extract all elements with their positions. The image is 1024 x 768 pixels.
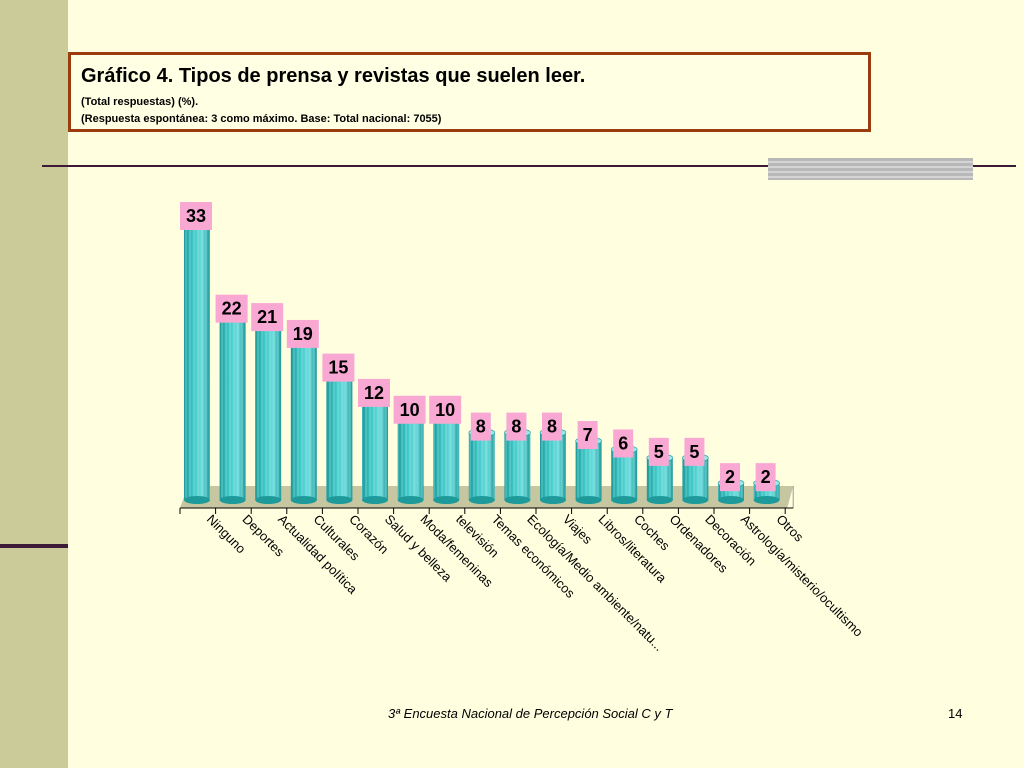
data-label: 12 <box>364 383 384 403</box>
data-label-box <box>577 421 598 450</box>
bar-base <box>326 496 353 504</box>
data-label-box <box>393 395 426 424</box>
data-label: 10 <box>400 400 420 420</box>
bar-base <box>255 496 282 504</box>
bar-stripes <box>326 373 353 500</box>
bar-base <box>611 496 638 504</box>
category-label: Otros <box>773 512 806 545</box>
footer-source: 3ª Encuesta Nacional de Percepción Socia… <box>388 706 673 721</box>
bar-stripes <box>611 449 638 500</box>
data-label-box <box>755 463 776 492</box>
side-decoration-bar <box>0 0 68 768</box>
bar-base <box>718 496 744 504</box>
bar-stripes <box>255 323 282 500</box>
data-label-box <box>286 319 319 348</box>
data-label: 8 <box>547 417 557 437</box>
data-label: 8 <box>476 417 486 437</box>
data-label: 21 <box>257 307 277 327</box>
data-label: 2 <box>725 467 735 487</box>
data-label: 2 <box>761 467 771 487</box>
data-label-box <box>720 463 740 492</box>
chart-subtitle-2: (Respuesta espontánea: 3 como máximo. Ba… <box>81 113 442 125</box>
data-label: 19 <box>293 324 313 344</box>
data-label-box <box>542 412 562 441</box>
data-label-box <box>358 378 390 407</box>
bar-base <box>540 496 566 504</box>
bar-base <box>575 496 602 504</box>
data-label: 15 <box>328 358 348 378</box>
data-label-box <box>470 412 491 441</box>
bar-stripes <box>433 415 460 500</box>
data-label: 5 <box>654 442 664 462</box>
bar-stripes <box>397 415 424 500</box>
data-label: 6 <box>618 433 628 453</box>
bar-base <box>468 496 495 504</box>
data-label-box <box>648 437 669 466</box>
data-label: 8 <box>511 417 521 437</box>
data-label: 10 <box>435 400 455 420</box>
bar-stripes <box>540 432 566 500</box>
bar-base <box>646 496 673 504</box>
chart-title: Gráfico 4. Tipos de prensa y revistas qu… <box>81 65 586 87</box>
bar-stripes <box>362 398 388 500</box>
data-label-box <box>215 294 248 323</box>
data-label: 7 <box>583 425 593 445</box>
bar-base <box>184 496 210 504</box>
data-label-box <box>506 412 527 441</box>
data-label: 33 <box>186 206 206 226</box>
header-divider-line <box>42 165 1016 167</box>
decorative-gray-block <box>768 158 973 180</box>
bar-base <box>219 496 246 504</box>
page-number: 14 <box>948 706 963 721</box>
data-label-box <box>322 353 355 382</box>
bar-base <box>504 496 531 504</box>
bar-stripes <box>184 222 210 500</box>
bar-stripes <box>504 432 531 500</box>
side-divider-line <box>0 544 68 548</box>
data-label: 5 <box>689 442 699 462</box>
data-label-box <box>180 202 212 230</box>
bar-base <box>753 496 780 504</box>
data-label: 22 <box>222 299 242 319</box>
data-label-box <box>251 303 284 332</box>
data-label-box <box>684 437 705 466</box>
chart-title-box: Gráfico 4. Tipos de prensa y revistas qu… <box>68 52 871 132</box>
bar-stripes <box>290 339 317 500</box>
bar-stripes <box>219 314 246 500</box>
chart-subtitle-1: (Total respuestas) (%). <box>81 96 199 108</box>
data-label-box <box>429 395 462 424</box>
bar-base <box>362 496 388 504</box>
bar-base <box>397 496 424 504</box>
bar-base <box>433 496 460 504</box>
bar-stripes <box>468 432 495 500</box>
bar-base <box>682 496 709 504</box>
data-label-box <box>613 429 634 458</box>
bar-base <box>290 496 317 504</box>
bar-stripes <box>575 441 602 500</box>
